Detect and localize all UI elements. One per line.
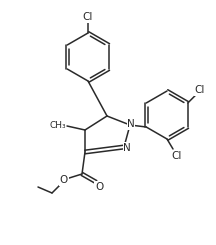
Text: N: N	[123, 143, 131, 153]
Text: Cl: Cl	[172, 151, 182, 161]
Text: CH₃: CH₃	[49, 121, 66, 130]
Text: Cl: Cl	[195, 85, 205, 95]
Text: O: O	[95, 182, 103, 192]
Text: N: N	[127, 119, 135, 129]
Text: Cl: Cl	[83, 12, 93, 22]
Text: O: O	[60, 175, 68, 185]
